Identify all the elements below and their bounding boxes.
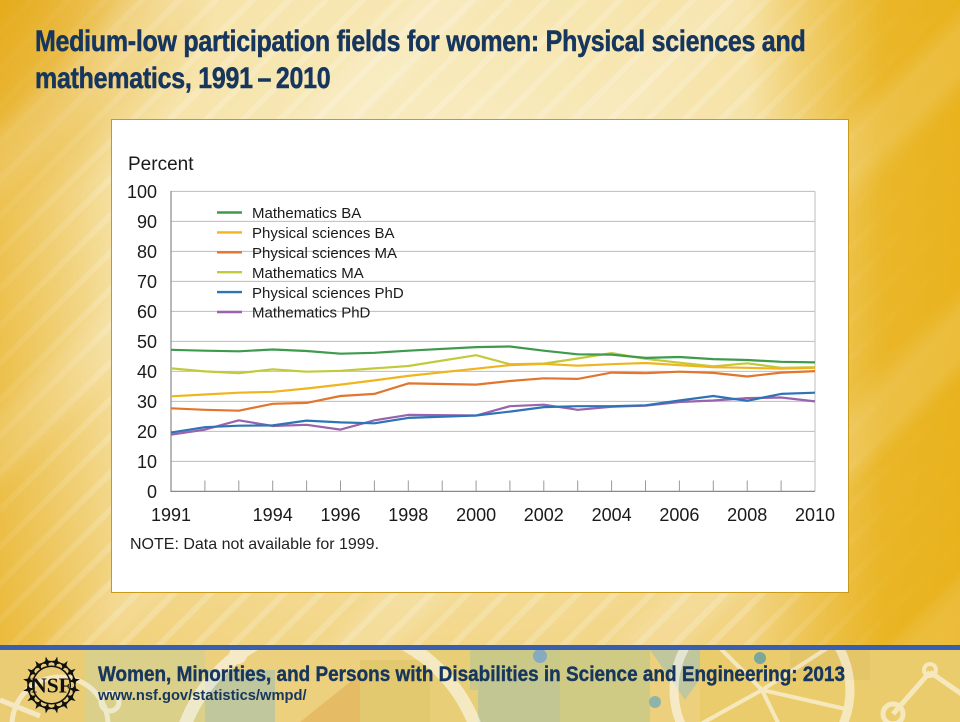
svg-text:NOTE: Data not available for 1: NOTE: Data not available for 1999. — [130, 536, 379, 553]
svg-text:2004: 2004 — [592, 505, 632, 525]
svg-text:Percent: Percent — [128, 154, 194, 175]
svg-text:2000: 2000 — [456, 505, 496, 525]
svg-text:Physical sciences PhD: Physical sciences PhD — [252, 285, 404, 302]
svg-text:100: 100 — [127, 182, 157, 202]
svg-text:0: 0 — [147, 482, 157, 502]
svg-text:2002: 2002 — [524, 505, 564, 525]
svg-text:2008: 2008 — [727, 505, 767, 525]
svg-text:90: 90 — [137, 212, 157, 232]
svg-text:1998: 1998 — [388, 505, 428, 525]
svg-text:1996: 1996 — [320, 505, 360, 525]
svg-text:2010: 2010 — [795, 505, 835, 525]
svg-text:80: 80 — [137, 242, 157, 262]
svg-text:1994: 1994 — [253, 505, 293, 525]
svg-text:50: 50 — [137, 332, 157, 352]
svg-text:Physical sciences BA: Physical sciences BA — [252, 225, 395, 242]
svg-text:Mathematics PhD: Mathematics PhD — [252, 305, 371, 322]
svg-text:30: 30 — [137, 392, 157, 412]
svg-text:NSF: NSF — [31, 674, 72, 698]
svg-text:Physical sciences MA: Physical sciences MA — [252, 245, 397, 262]
svg-text:1991: 1991 — [151, 505, 191, 525]
svg-text:10: 10 — [137, 452, 157, 472]
svg-text:70: 70 — [137, 272, 157, 292]
svg-text:Mathematics MA: Mathematics MA — [252, 265, 364, 282]
svg-text:20: 20 — [137, 422, 157, 442]
svg-text:2006: 2006 — [659, 505, 699, 525]
svg-text:Mathematics BA: Mathematics BA — [252, 205, 361, 222]
svg-text:40: 40 — [137, 362, 157, 382]
svg-text:60: 60 — [137, 302, 157, 322]
